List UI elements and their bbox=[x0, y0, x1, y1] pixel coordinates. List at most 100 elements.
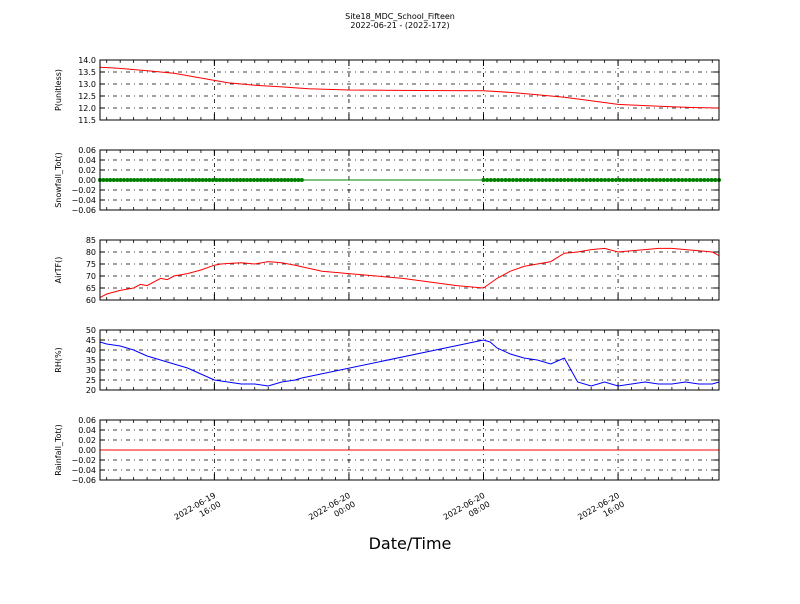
y-tick-label: 70 bbox=[86, 272, 96, 281]
data-point bbox=[555, 178, 560, 182]
data-point bbox=[709, 178, 714, 182]
data-point bbox=[159, 178, 164, 182]
data-point bbox=[200, 178, 205, 182]
data-point bbox=[595, 178, 600, 182]
subplot-3: 60 65 70 75 80 85 AirTF() bbox=[54, 236, 720, 305]
data-point bbox=[694, 178, 699, 182]
y-tick-label: 45 bbox=[86, 336, 96, 345]
data-point bbox=[183, 178, 188, 182]
data-point bbox=[580, 178, 585, 182]
data-point bbox=[169, 178, 174, 182]
data-point bbox=[128, 178, 133, 182]
y-tick-label: −0.04 bbox=[71, 466, 96, 475]
data-point bbox=[289, 178, 294, 182]
data-point bbox=[672, 178, 677, 182]
data-point bbox=[525, 178, 530, 182]
data-point bbox=[661, 178, 666, 182]
y-axis-label: P(unitless) bbox=[54, 69, 63, 111]
subplot-5: −0.06−0.04−0.020.000.020.040.06 Rainfall_… bbox=[54, 416, 720, 485]
y-tick-label: 0.00 bbox=[78, 176, 96, 185]
data-point bbox=[533, 178, 538, 182]
data-point bbox=[683, 178, 688, 182]
data-point bbox=[163, 178, 168, 182]
data-point bbox=[299, 178, 304, 182]
data-point bbox=[238, 178, 243, 182]
data-point bbox=[485, 178, 490, 182]
plot-frame bbox=[99, 59, 720, 121]
data-point bbox=[269, 178, 274, 182]
plot-frame bbox=[99, 419, 720, 481]
y-axis-label: Rainfall_Tot() bbox=[54, 424, 63, 476]
data-point bbox=[293, 178, 298, 182]
data-point bbox=[221, 178, 226, 182]
data-point bbox=[224, 178, 229, 182]
data-point bbox=[562, 178, 567, 182]
y-tick-label: −0.06 bbox=[71, 206, 96, 215]
data-point bbox=[702, 178, 707, 182]
data-point bbox=[251, 178, 256, 182]
data-point bbox=[135, 178, 140, 182]
y-tick-label: 85 bbox=[86, 236, 96, 245]
data-point bbox=[272, 178, 277, 182]
data-point bbox=[492, 178, 497, 182]
data-point bbox=[521, 178, 526, 182]
data-point bbox=[108, 178, 113, 182]
y-tick-label: 13.5 bbox=[78, 68, 96, 77]
y-tick-label: 0.04 bbox=[78, 426, 96, 435]
y-tick-label: 0.06 bbox=[78, 146, 96, 155]
y-axis-label: Snowfall_Tot() bbox=[54, 152, 63, 208]
data-point bbox=[214, 178, 219, 182]
y-tick-label: 12.5 bbox=[78, 92, 96, 101]
x-axis-label: Date/Time bbox=[368, 534, 452, 553]
data-point bbox=[101, 178, 106, 182]
data-point bbox=[705, 178, 710, 182]
series-line bbox=[99, 339, 720, 387]
data-point bbox=[547, 178, 552, 182]
data-point bbox=[286, 178, 291, 182]
data-point bbox=[258, 178, 263, 182]
y-tick-label: 0.04 bbox=[78, 156, 96, 165]
y-tick-label: −0.02 bbox=[71, 456, 96, 465]
data-point bbox=[518, 178, 523, 182]
data-point bbox=[204, 178, 209, 182]
data-point bbox=[691, 178, 696, 182]
data-point bbox=[104, 178, 109, 182]
data-point bbox=[262, 178, 267, 182]
data-point bbox=[628, 178, 633, 182]
data-point bbox=[481, 178, 486, 182]
data-point bbox=[665, 178, 670, 182]
data-point bbox=[121, 178, 126, 182]
data-point bbox=[591, 178, 596, 182]
data-point bbox=[529, 178, 534, 182]
y-axis-label: AirTF() bbox=[54, 257, 63, 284]
data-point bbox=[139, 178, 144, 182]
series-line bbox=[99, 66, 720, 109]
data-point bbox=[282, 178, 287, 182]
data-point bbox=[118, 178, 123, 182]
y-tick-label: 75 bbox=[86, 260, 96, 269]
data-point bbox=[210, 178, 215, 182]
data-point bbox=[713, 178, 718, 182]
data-point bbox=[536, 178, 541, 182]
data-point bbox=[654, 178, 659, 182]
data-point bbox=[231, 178, 236, 182]
data-point bbox=[503, 178, 508, 182]
data-point bbox=[176, 178, 181, 182]
y-tick-label: 0.02 bbox=[78, 166, 96, 175]
data-point bbox=[255, 178, 260, 182]
data-point bbox=[166, 178, 171, 182]
data-point bbox=[186, 178, 191, 182]
data-point bbox=[602, 178, 607, 182]
data-point bbox=[180, 178, 185, 182]
data-point bbox=[193, 178, 198, 182]
data-point bbox=[573, 178, 578, 182]
subplot-2: −0.06−0.04−0.020.000.020.040.06 Snowfall_… bbox=[54, 146, 721, 215]
y-tick-label: 65 bbox=[86, 284, 96, 293]
y-tick-label: −0.02 bbox=[71, 186, 96, 195]
y-tick-label: 50 bbox=[86, 326, 96, 335]
